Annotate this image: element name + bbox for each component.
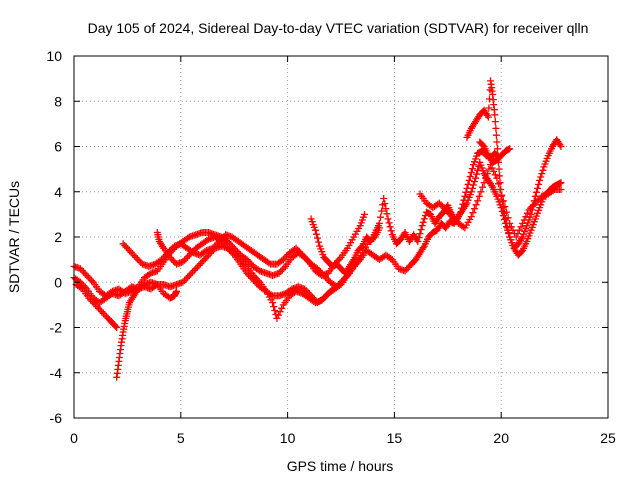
y-tick-label: 4	[54, 184, 62, 200]
y-tick-label: 2	[54, 229, 62, 245]
series-track-3	[72, 281, 121, 331]
x-axis-label: GPS time / hours	[287, 458, 394, 474]
series-track-5	[119, 210, 368, 279]
x-tick-label: 5	[177, 430, 185, 446]
series-track-4	[113, 281, 180, 381]
x-tick-label: 10	[280, 430, 296, 446]
x-tick-label: 25	[600, 430, 616, 446]
x-tick-label: 0	[70, 430, 78, 446]
data-point-markers	[72, 281, 121, 331]
data-series	[70, 77, 565, 381]
y-tick-label: 8	[54, 93, 62, 109]
y-axis-label: SDTVAR / TECUs	[6, 181, 22, 293]
series-track-11	[416, 161, 565, 241]
series-track-10	[476, 138, 514, 166]
axis-ticks	[73, 55, 609, 419]
y-tick-label: -6	[50, 410, 63, 426]
y-tick-label: 6	[54, 139, 62, 155]
x-tick-labels: 0 5 10 15 20 25	[70, 430, 616, 446]
y-tick-label: 0	[54, 274, 62, 290]
y-tick-label: 10	[46, 48, 62, 64]
data-point-markers	[416, 161, 565, 241]
data-point-markers	[153, 224, 383, 307]
x-tick-label: 15	[387, 430, 403, 446]
y-tick-labels: -6 -4 -2 0 2 4 6 8 10	[46, 48, 62, 426]
series-track-6	[153, 224, 383, 307]
data-point-markers	[476, 138, 514, 166]
data-point-markers	[113, 281, 180, 381]
chart-title: Day 105 of 2024, Sidereal Day-to-day VTE…	[88, 20, 589, 36]
x-tick-label: 20	[493, 430, 509, 446]
data-point-markers	[119, 210, 368, 279]
y-tick-label: -2	[50, 320, 63, 336]
y-tick-label: -4	[50, 365, 63, 381]
